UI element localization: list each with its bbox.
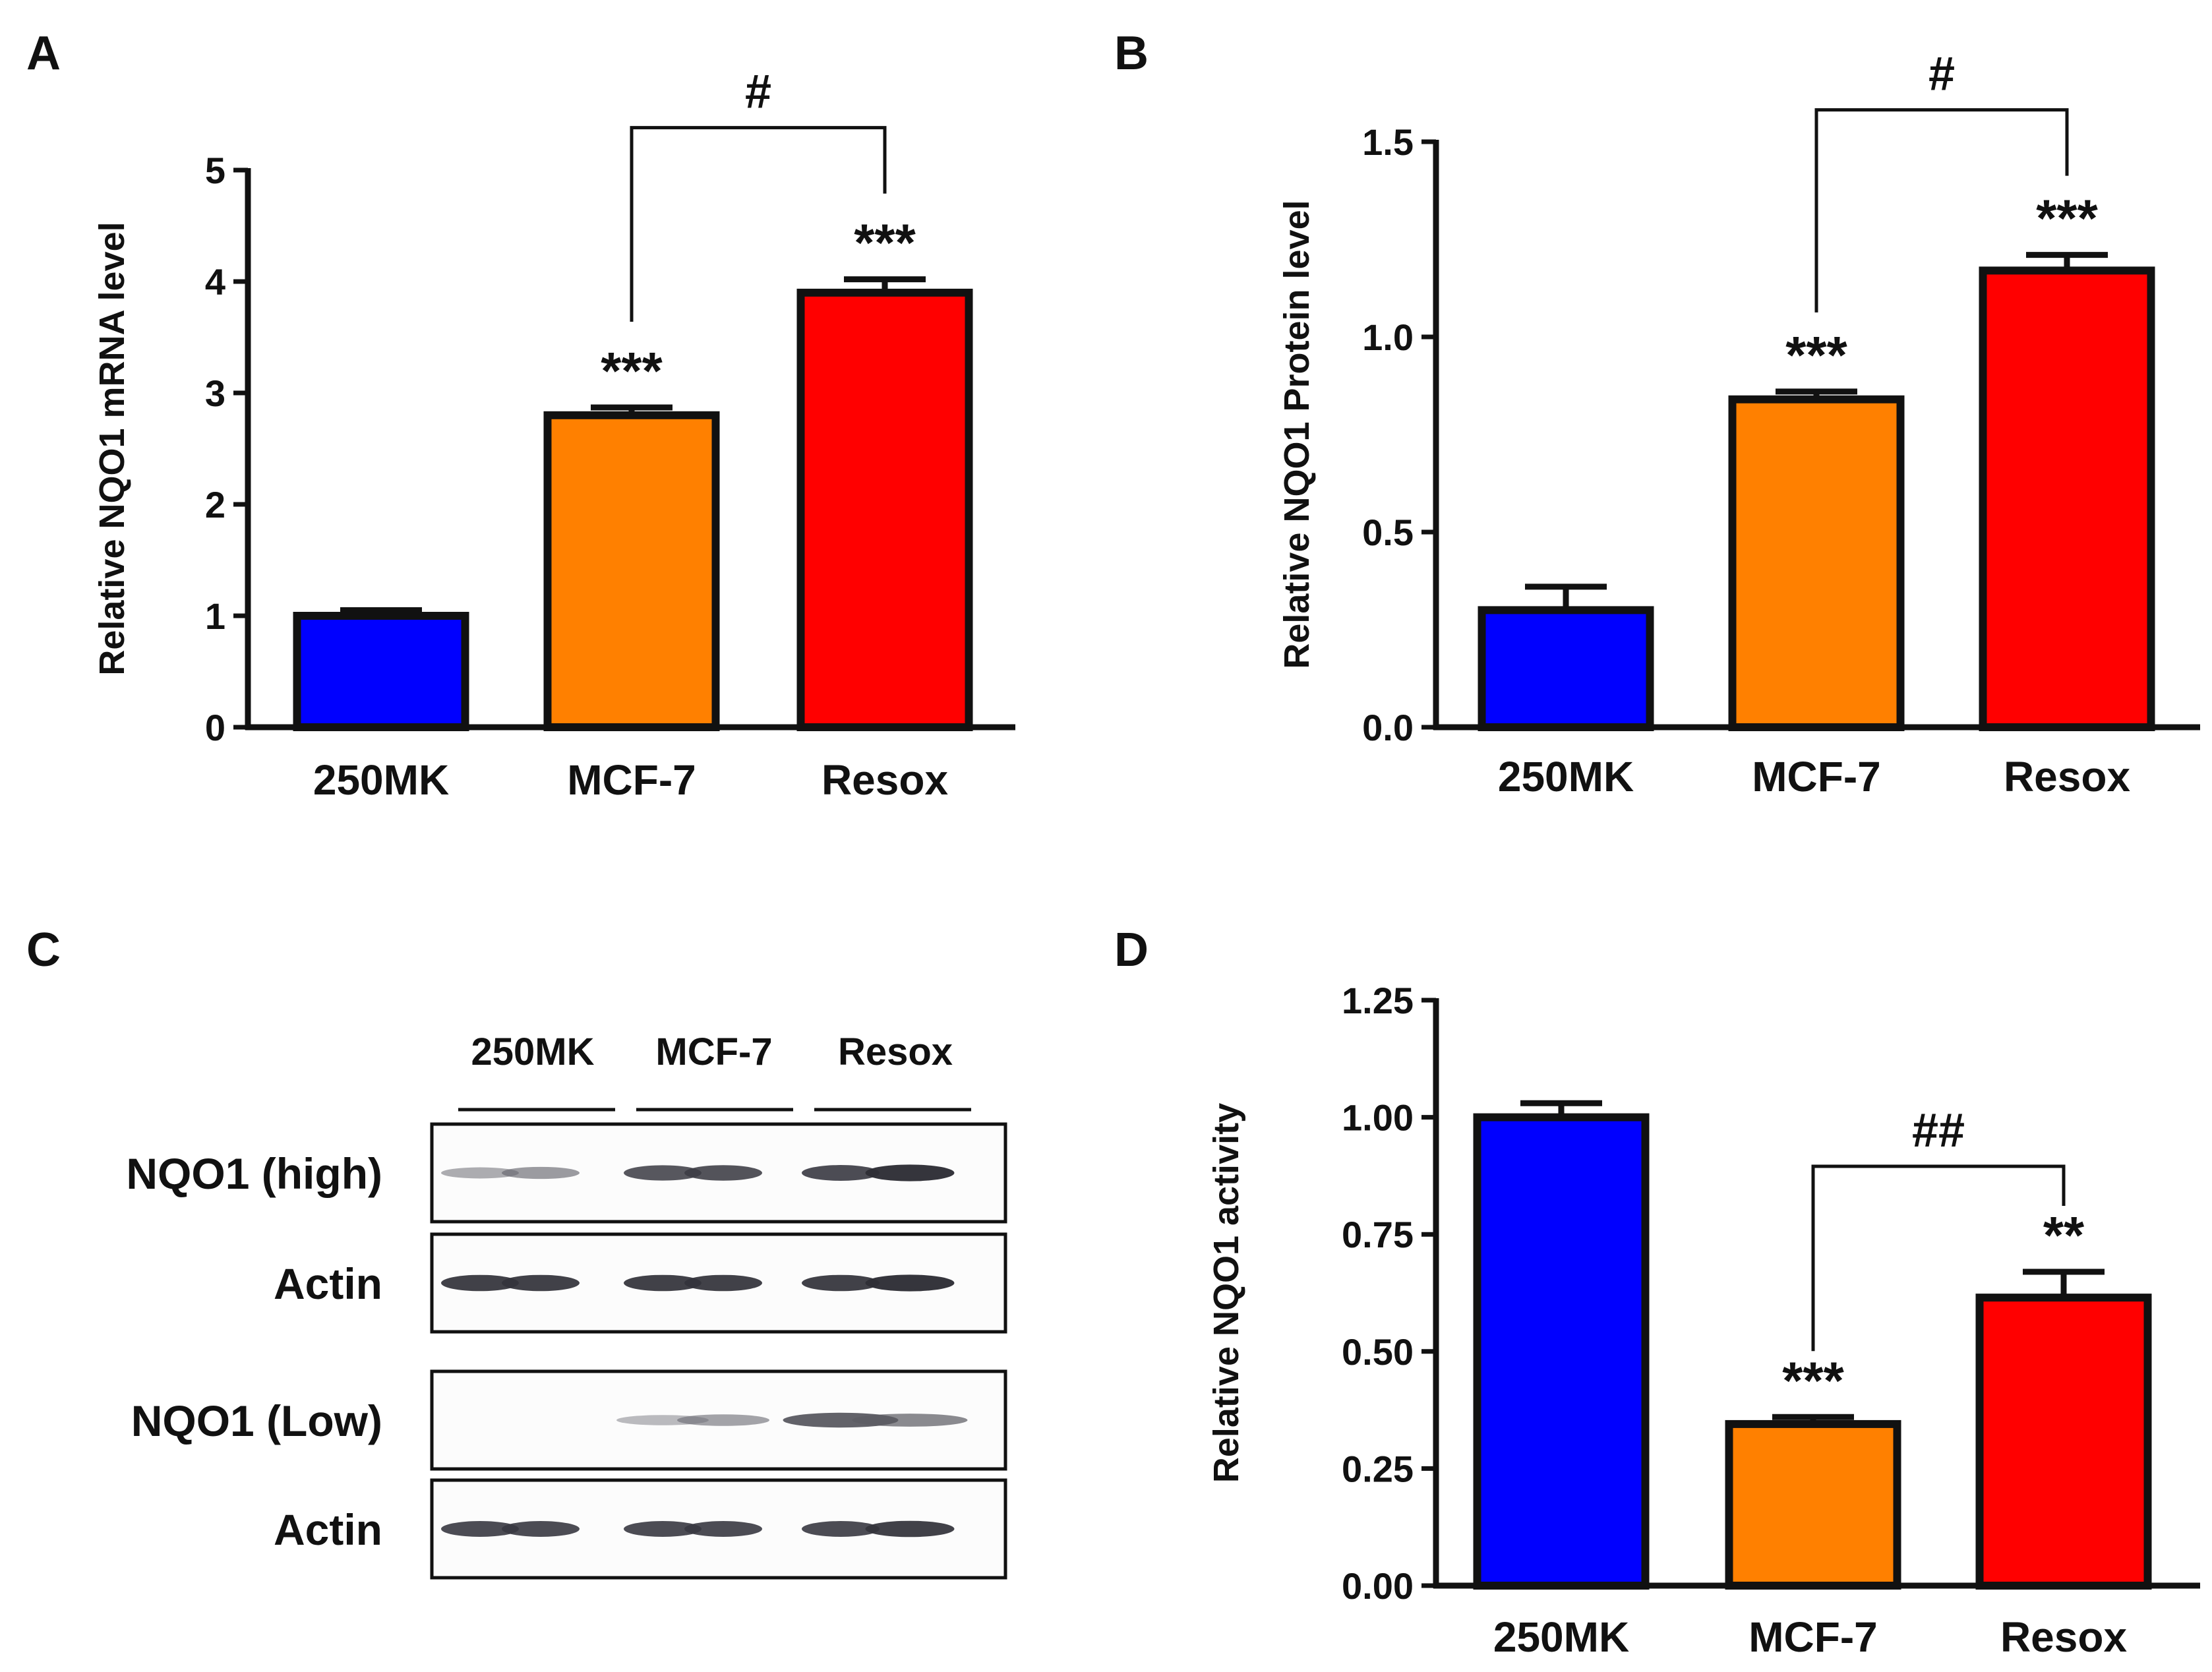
blot-band-nqo1-high bbox=[624, 1165, 702, 1181]
chart-b-bar bbox=[1728, 395, 1905, 731]
chart-a-comparison-bracket bbox=[630, 126, 887, 322]
blot-band-nqo1-low bbox=[852, 1414, 968, 1427]
chart-b-category-label: MCF-7 bbox=[1752, 753, 1881, 800]
panel-label-b: B bbox=[1114, 27, 1149, 80]
chart-a-bar bbox=[293, 612, 469, 731]
chart-a-y-tick-label: 2 bbox=[205, 484, 225, 525]
panel-label-c: C bbox=[26, 924, 61, 976]
blot-band-nqo1-high bbox=[502, 1166, 580, 1179]
blot-band-nqo1-low bbox=[677, 1414, 769, 1426]
blot-band-actin bbox=[802, 1521, 880, 1537]
chart-d-comparison-label: ## bbox=[1912, 1104, 1965, 1157]
chart-b-y-tick-label: 1.0 bbox=[1362, 316, 1414, 358]
blot-band-nqo1-high bbox=[441, 1167, 519, 1179]
panel-label-a: A bbox=[26, 27, 61, 80]
chart-b-comparison-label: # bbox=[1928, 48, 1955, 101]
panel-label-d: D bbox=[1114, 924, 1149, 976]
chart-a-significance-label: *** bbox=[601, 342, 663, 400]
blot-band-actin bbox=[502, 1521, 580, 1537]
blot-band-actin bbox=[802, 1274, 880, 1292]
chart-b-bar bbox=[1979, 266, 2155, 731]
chart-d-bar bbox=[1975, 1294, 2152, 1590]
chart-d-y-tick-label: 0.75 bbox=[1342, 1214, 1414, 1255]
chart-d-comparison-bracket bbox=[1811, 1164, 2066, 1352]
blot-column-label-mcf7: MCF-7 bbox=[655, 1030, 772, 1073]
chart-a-comparison-label: # bbox=[745, 66, 771, 119]
chart-d-activity: 0.00 0.25 0.50 0.75 1.00 1.25 Relative NQO1 ac… bbox=[1207, 980, 2200, 1661]
blot-band-actin bbox=[502, 1274, 580, 1292]
chart-a-y-tick-label: 0 bbox=[205, 707, 225, 748]
chart-a-category-label: MCF-7 bbox=[567, 756, 696, 804]
blot-band-actin bbox=[624, 1521, 702, 1537]
chart-b-comparison-bracket bbox=[1814, 108, 2069, 313]
chart-a-significance-label: *** bbox=[854, 214, 916, 272]
chart-a-y-tick-label: 1 bbox=[205, 595, 225, 637]
chart-d-y-tick-label: 0.25 bbox=[1342, 1448, 1414, 1489]
chart-b-category-label: Resox bbox=[2004, 753, 2131, 800]
blot-band-actin bbox=[684, 1521, 762, 1537]
chart-a-bar bbox=[543, 411, 720, 731]
chart-a-y-tick-label: 5 bbox=[205, 150, 225, 191]
blot-band-actin bbox=[865, 1520, 955, 1538]
chart-b-protein: 0.0 0.5 1.0 1.5 Relative NQO1 Protein level 2… bbox=[1277, 48, 2200, 800]
chart-b-y-axis-label: Relative NQO1 Protein level bbox=[1277, 200, 1317, 669]
chart-d-y-tick-label: 1.00 bbox=[1342, 1097, 1414, 1139]
blot-column-label-250mk: 250MK bbox=[471, 1030, 595, 1073]
blot-band-actin bbox=[684, 1274, 762, 1292]
blot-row-label-actin: Actin bbox=[274, 1505, 382, 1554]
blot-row-label-nqo1-low: NQO1 (Low) bbox=[131, 1396, 382, 1445]
blot-band-actin bbox=[865, 1274, 955, 1292]
western-blot-panel: 250MK MCF-7 Resox NQO1 (high) Actin NQO1 (… bbox=[126, 1030, 1007, 1580]
chart-b-bar bbox=[1478, 606, 1654, 732]
chart-d-y-axis-label: Relative NQO1 activity bbox=[1207, 1103, 1246, 1483]
chart-d-y-tick-label: 1.25 bbox=[1342, 980, 1414, 1021]
blot-band-nqo1-high bbox=[802, 1165, 880, 1181]
blot-lane-headers: 250MK MCF-7 Resox bbox=[458, 1030, 971, 1112]
chart-a-y-tick-label: 3 bbox=[205, 373, 225, 414]
chart-a-mrna: 0 1 2 3 4 5 Relative NQO1 mRNA level 250MK MCF-7… bbox=[92, 66, 1015, 804]
chart-a-category-label: 250MK bbox=[313, 756, 449, 804]
blot-band-actin bbox=[441, 1521, 519, 1537]
blot-band-actin bbox=[624, 1274, 702, 1292]
chart-a-y-tick-label: 4 bbox=[205, 261, 225, 303]
chart-d-category-label: Resox bbox=[2000, 1613, 2128, 1661]
chart-d-significance-label: *** bbox=[1782, 1351, 1844, 1410]
blot-band-nqo1-high bbox=[865, 1164, 955, 1181]
chart-a-bar bbox=[796, 288, 973, 731]
chart-b-significance-label: *** bbox=[2036, 189, 2098, 248]
chart-b-category-label: 250MK bbox=[1498, 753, 1634, 800]
chart-b-y-tick-label: 0.5 bbox=[1362, 512, 1414, 553]
chart-d-y-tick-label: 0.50 bbox=[1342, 1331, 1414, 1373]
chart-d-bar bbox=[1725, 1419, 1901, 1590]
chart-d-significance-label: ** bbox=[2043, 1206, 2085, 1265]
chart-a-category-label: Resox bbox=[822, 756, 949, 804]
blot-row-label-actin: Actin bbox=[274, 1259, 382, 1308]
chart-a-y-axis-label: Relative NQO1 mRNA level bbox=[92, 222, 132, 675]
blot-row-label-nqo1-high: NQO1 (high) bbox=[126, 1149, 382, 1198]
chart-b-y-tick-label: 1.5 bbox=[1362, 121, 1414, 163]
chart-d-category-label: 250MK bbox=[1493, 1613, 1629, 1661]
chart-d-y-tick-label: 0.00 bbox=[1342, 1565, 1414, 1607]
blot-band-actin bbox=[441, 1274, 519, 1292]
chart-d-category-label: MCF-7 bbox=[1749, 1613, 1878, 1661]
chart-b-significance-label: *** bbox=[1785, 326, 1847, 384]
chart-b-y-tick-label: 0.0 bbox=[1362, 707, 1414, 748]
chart-d-bar bbox=[1473, 1113, 1650, 1590]
blot-band-nqo1-high bbox=[684, 1165, 762, 1181]
blot-column-label-resox: Resox bbox=[838, 1030, 953, 1073]
